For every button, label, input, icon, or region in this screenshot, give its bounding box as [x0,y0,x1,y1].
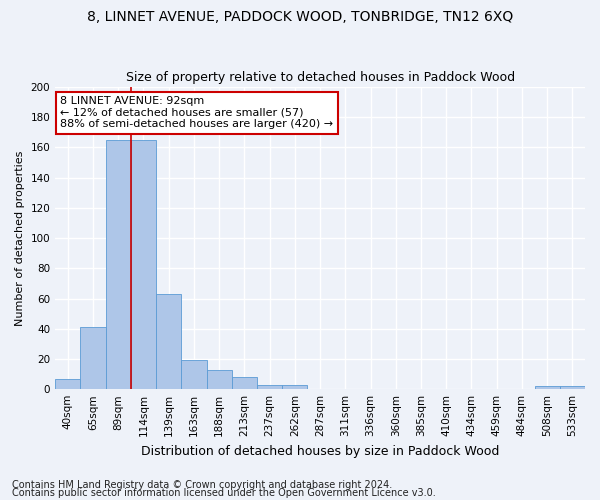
Bar [257,384,282,389]
Bar [232,377,257,389]
Bar [156,294,181,389]
Text: Contains public sector information licensed under the Open Government Licence v3: Contains public sector information licen… [12,488,436,498]
Bar [131,140,156,389]
Text: 8 LINNET AVENUE: 92sqm
← 12% of detached houses are smaller (57)
88% of semi-det: 8 LINNET AVENUE: 92sqm ← 12% of detached… [61,96,334,130]
Y-axis label: Number of detached properties: Number of detached properties [15,150,25,326]
Bar [560,386,585,389]
Text: 8, LINNET AVENUE, PADDOCK WOOD, TONBRIDGE, TN12 6XQ: 8, LINNET AVENUE, PADDOCK WOOD, TONBRIDG… [87,10,513,24]
Bar [535,386,560,389]
Bar [80,327,106,389]
Bar [206,370,232,389]
Bar [55,378,80,389]
Bar [181,360,206,389]
Title: Size of property relative to detached houses in Paddock Wood: Size of property relative to detached ho… [125,72,515,85]
Text: Contains HM Land Registry data © Crown copyright and database right 2024.: Contains HM Land Registry data © Crown c… [12,480,392,490]
X-axis label: Distribution of detached houses by size in Paddock Wood: Distribution of detached houses by size … [141,444,499,458]
Bar [106,140,131,389]
Bar [282,384,307,389]
